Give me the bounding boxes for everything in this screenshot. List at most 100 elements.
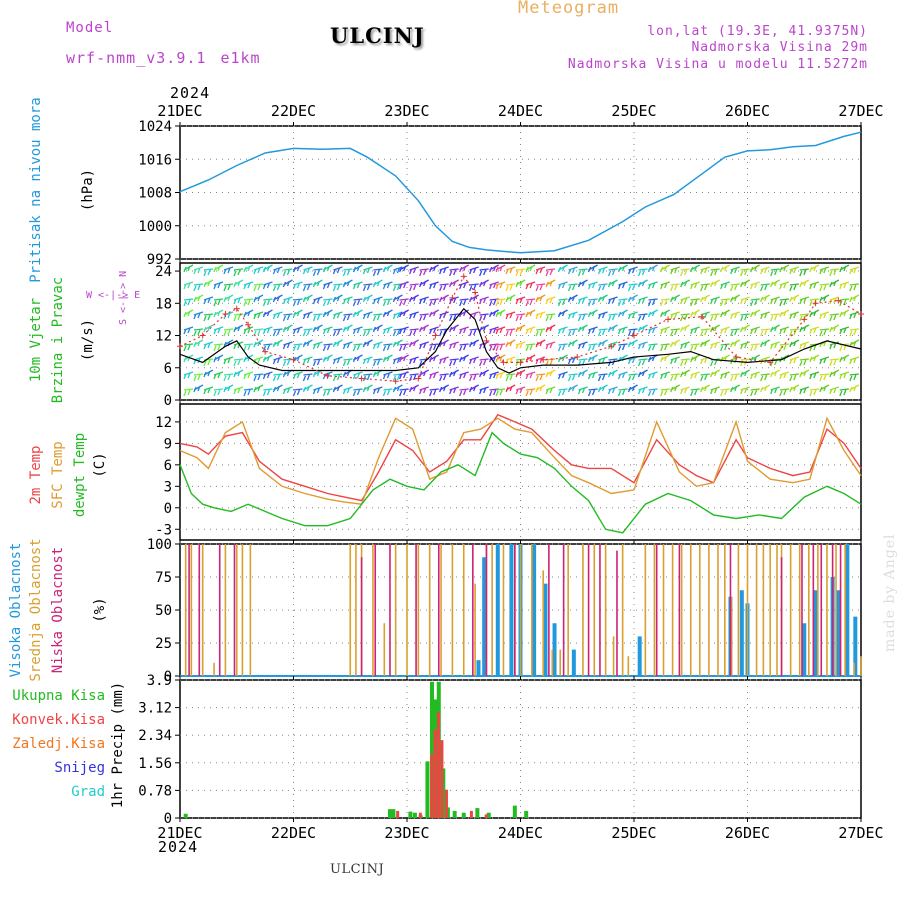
wind-barb bbox=[627, 384, 638, 393]
wind-barb bbox=[730, 294, 741, 303]
wind-gust-marker bbox=[358, 375, 365, 382]
wind-barb bbox=[710, 296, 720, 305]
wind-barb bbox=[710, 324, 721, 333]
wind-barb bbox=[362, 311, 373, 320]
wind-barb bbox=[213, 326, 224, 335]
wind-barb bbox=[479, 358, 489, 367]
x-tick-label-top: 23DEC bbox=[384, 102, 429, 120]
wind-barb bbox=[233, 313, 244, 322]
wind-barb bbox=[262, 371, 273, 380]
wind-barb bbox=[439, 373, 449, 382]
wind-barb bbox=[637, 313, 648, 322]
wind-barb bbox=[617, 298, 628, 307]
wind-barb bbox=[459, 298, 469, 307]
wind-barb bbox=[587, 388, 598, 397]
wind-barb bbox=[203, 341, 214, 350]
wind-barb bbox=[760, 373, 770, 382]
wind-barb bbox=[839, 371, 850, 380]
wind-barb bbox=[627, 328, 638, 337]
wind-barb bbox=[193, 373, 204, 382]
y-tick-label: 2.34 bbox=[138, 728, 172, 744]
wind-barb bbox=[302, 311, 313, 320]
wind-barb bbox=[459, 388, 469, 397]
wind-barb bbox=[419, 341, 429, 350]
wind-barb bbox=[213, 298, 224, 307]
y-tick-label: 0.78 bbox=[138, 783, 172, 799]
wind-barb bbox=[399, 281, 409, 290]
wind-barb bbox=[680, 279, 691, 288]
wind-barb bbox=[262, 309, 273, 318]
wind-barb bbox=[587, 326, 598, 335]
wind-barb bbox=[399, 343, 409, 352]
wind-barb bbox=[760, 294, 771, 303]
wind-barb bbox=[617, 326, 628, 335]
wind-barb bbox=[213, 371, 224, 380]
wind-barb bbox=[312, 358, 323, 367]
wind-barb bbox=[839, 354, 850, 363]
wind-barb bbox=[809, 371, 820, 380]
wind-barb bbox=[382, 298, 393, 307]
wind-barb bbox=[213, 343, 224, 352]
y-tick-label: 75 bbox=[155, 570, 172, 586]
wind-gust-marker bbox=[767, 359, 774, 366]
wind-barb bbox=[770, 313, 780, 322]
wind-barb bbox=[282, 268, 293, 277]
wind-barb bbox=[515, 341, 526, 350]
precip-bar-ukupna-kisa bbox=[408, 811, 413, 818]
wind-barb bbox=[627, 294, 638, 303]
wind-barb bbox=[525, 343, 536, 352]
wind-barb bbox=[720, 371, 730, 380]
wind-barb bbox=[700, 294, 711, 303]
wind-barb bbox=[282, 386, 293, 395]
wind-barb bbox=[809, 326, 820, 335]
y-tick-label: 3.12 bbox=[138, 701, 172, 717]
wind-barb bbox=[409, 356, 419, 365]
wind-barb bbox=[779, 281, 790, 290]
wind-barb bbox=[495, 354, 506, 363]
wind-barb bbox=[362, 384, 373, 393]
wind-barb bbox=[660, 298, 670, 307]
wind-barb bbox=[272, 266, 283, 275]
wind-barb bbox=[332, 384, 343, 393]
wind-barb bbox=[799, 369, 810, 378]
panel-ylabel: Srednja Oblacnost bbox=[28, 538, 44, 681]
wind-barb bbox=[409, 339, 419, 348]
wind-barb bbox=[439, 339, 449, 348]
wind-barb bbox=[332, 356, 343, 365]
wind-barb bbox=[372, 386, 383, 395]
wind-barb bbox=[292, 388, 303, 397]
wind-barb bbox=[382, 371, 393, 380]
y-tick-label: -3 bbox=[155, 522, 172, 538]
wind-barb bbox=[439, 283, 449, 292]
wind-barb bbox=[525, 326, 536, 335]
wind-barb bbox=[809, 281, 820, 290]
wind-barb bbox=[617, 371, 628, 380]
y-tick-label: 1016 bbox=[138, 152, 172, 168]
wind-barb bbox=[819, 373, 829, 382]
wind-barb bbox=[740, 369, 751, 378]
precip-bar-ukupna-kisa bbox=[425, 761, 430, 818]
wind-barb bbox=[419, 313, 429, 322]
wind-barb bbox=[829, 279, 840, 288]
wind-barb bbox=[617, 388, 628, 397]
wind-barb bbox=[489, 264, 499, 273]
wind-barb bbox=[829, 386, 840, 395]
wind-barb bbox=[243, 326, 254, 335]
wind-barb bbox=[680, 369, 691, 378]
wind-barb bbox=[627, 266, 638, 275]
wind-barb bbox=[627, 311, 638, 320]
y-tick-label: 6 bbox=[164, 361, 172, 377]
wind-barb bbox=[193, 311, 204, 320]
wind-barb bbox=[203, 268, 214, 277]
wind-barb bbox=[282, 279, 293, 288]
wind-barb bbox=[372, 324, 383, 333]
wind-barb bbox=[449, 324, 459, 333]
precip-bar-ukupna-kisa bbox=[183, 813, 188, 818]
panel-ylabel: SFC Temp bbox=[50, 441, 66, 508]
precip-bar-ukupna-kisa bbox=[429, 681, 434, 818]
wind-barb bbox=[312, 324, 323, 333]
wind-barb bbox=[203, 324, 214, 333]
wind-barb bbox=[535, 339, 546, 348]
wind-barb bbox=[372, 341, 383, 350]
wind-barb bbox=[342, 386, 353, 395]
